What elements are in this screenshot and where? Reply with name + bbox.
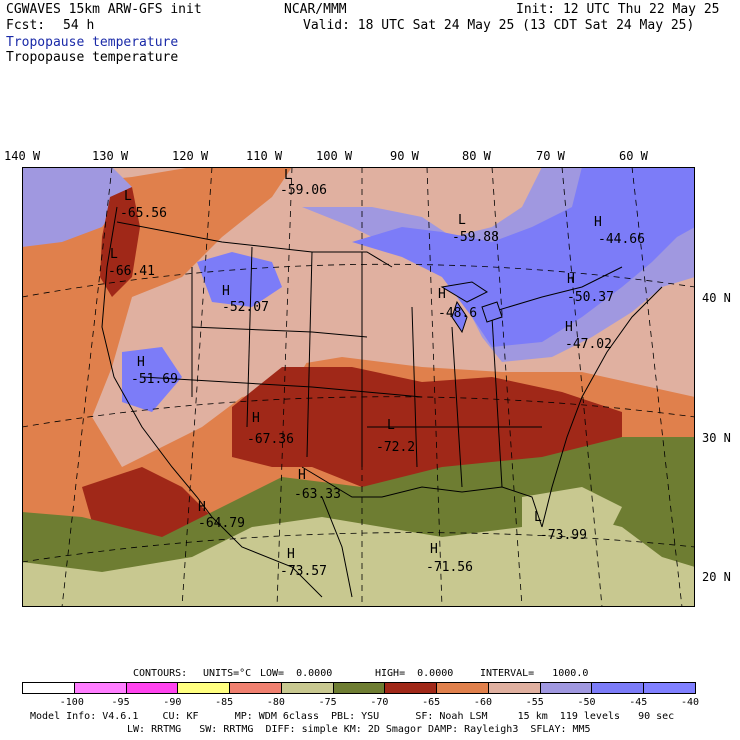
legend-label: -95 [111, 697, 130, 708]
extremum-value: -48.6 [438, 306, 477, 321]
model-info-line: Model Info: V4.6.1 CU: KF MP: WDM 6class… [30, 711, 675, 722]
contours-low: LOW= 0.0000 [260, 668, 333, 679]
physics-info-line: LW: RRTMG SW: RRTMG DIFF: simple KM: 2D … [127, 724, 591, 735]
lon-label: 60 W [619, 149, 648, 163]
legend-swatch [436, 682, 489, 694]
lon-label: 70 W [536, 149, 565, 163]
lon-label: 130 W [92, 149, 129, 163]
shade-band [112, 277, 322, 457]
shade-band [22, 167, 132, 247]
legend-label: -50 [577, 697, 596, 708]
legend-label: -85 [215, 697, 234, 708]
extremum-letter: L [110, 247, 118, 262]
extremum-letter: L [284, 168, 292, 183]
extremum-value: -64.79 [198, 516, 245, 531]
lon-label: 100 W [316, 149, 353, 163]
legend-label: -40 [681, 697, 700, 708]
extremum-value: -66.41 [108, 264, 155, 279]
legend-label: -65 [422, 697, 441, 708]
legend-swatch [332, 682, 386, 694]
model-title: CGWAVES 15km ARW-GFS init [6, 2, 202, 17]
shade-band [197, 252, 282, 307]
legend-swatch [125, 682, 179, 694]
lon-label: 80 W [462, 149, 491, 163]
legend-label: °C [739, 697, 740, 708]
extremum-letter: H [287, 547, 295, 562]
extremum-letter: H [137, 355, 145, 370]
extremum-letter: H [594, 215, 602, 230]
extremum-value: -50.37 [567, 290, 614, 305]
extremum-letter: H [252, 411, 260, 426]
extremum-value: -44.66 [598, 232, 645, 247]
legend-swatch [229, 682, 282, 694]
lat-label: 20 N [702, 570, 731, 584]
legend-swatch [280, 682, 334, 694]
legend-swatch [643, 682, 696, 694]
tropopause-temperature-map: L -59.06 L -65.56 L -66.41 L -59.88 H -4… [22, 167, 695, 607]
extremum-letter: H [222, 284, 230, 299]
lon-label: 90 W [390, 149, 419, 163]
legend-swatch [22, 682, 75, 694]
field-name-secondary: Tropopause temperature [6, 50, 179, 65]
extremum-value: -51.69 [131, 372, 178, 387]
legend-label: -80 [266, 697, 285, 708]
extremum-value: -59.06 [280, 183, 327, 198]
legend-label: -75 [318, 697, 337, 708]
legend-label: -70 [370, 697, 389, 708]
legend-swatch [73, 682, 127, 694]
valid-time: Valid: 18 UTC Sat 24 May 25 (13 CDT Sat … [303, 18, 695, 33]
extremum-letter: H [198, 500, 206, 515]
extremum-letter: L [458, 213, 466, 228]
extremum-value: -63.33 [294, 487, 341, 502]
extremum-value: -65.56 [120, 206, 167, 221]
extremum-value: -59.88 [452, 230, 499, 245]
forecast-hour: 54 h [63, 18, 95, 33]
extremum-value: -72.2 [376, 440, 415, 455]
shade-band [352, 167, 695, 347]
forecast-label: Fcst: [6, 18, 46, 33]
shade-band [522, 487, 622, 537]
extremum-letter: H [438, 287, 446, 302]
legend-swatch [384, 682, 438, 694]
lat-label: 30 N [702, 431, 731, 445]
extremum-value: -73.57 [280, 564, 327, 579]
legend-swatch [591, 682, 645, 694]
legend-label: -45 [629, 697, 648, 708]
init-time: Init: 12 UTC Thu 22 May 25 [516, 2, 720, 17]
extremum-value: -52.07 [222, 300, 269, 315]
contours-units: UNITS=°C [203, 668, 252, 679]
extremum-value: -67.36 [247, 432, 294, 447]
legend-swatch [539, 682, 593, 694]
shade-band [22, 517, 695, 607]
extremum-value: -47.02 [565, 337, 612, 352]
legend-swatch [487, 682, 541, 694]
legend-label: -100 [59, 697, 84, 708]
extremum-value: -71.56 [426, 560, 473, 575]
legend-swatch [177, 682, 231, 694]
shade-band [122, 347, 182, 412]
org-label: NCAR/MMM [284, 2, 347, 17]
extremum-letter: L [124, 189, 132, 204]
extremum-value: -73.99 [540, 528, 587, 543]
contours-high: HIGH= 0.0000 [375, 668, 454, 679]
lon-label: 110 W [246, 149, 283, 163]
lon-label: 140 W [4, 149, 41, 163]
shade-band [262, 207, 452, 367]
field-name-primary: Tropopause temperature [6, 35, 179, 50]
lon-label: 120 W [172, 149, 209, 163]
extremum-letter: H [567, 272, 575, 287]
extremum-letter: H [430, 542, 438, 557]
shade-band [100, 187, 140, 297]
legend-label: -90 [163, 697, 182, 708]
contours-interval: INTERVAL= 1000.0 [480, 668, 589, 679]
extremum-letter: L [387, 418, 395, 433]
extremum-letter: L [534, 510, 542, 525]
legend-label: -60 [473, 697, 492, 708]
lat-label: 40 N [702, 291, 731, 305]
legend-label: -55 [525, 697, 544, 708]
extremum-letter: H [565, 320, 573, 335]
extremum-letter: H [298, 468, 306, 483]
contours-label: CONTOURS: [133, 668, 188, 679]
